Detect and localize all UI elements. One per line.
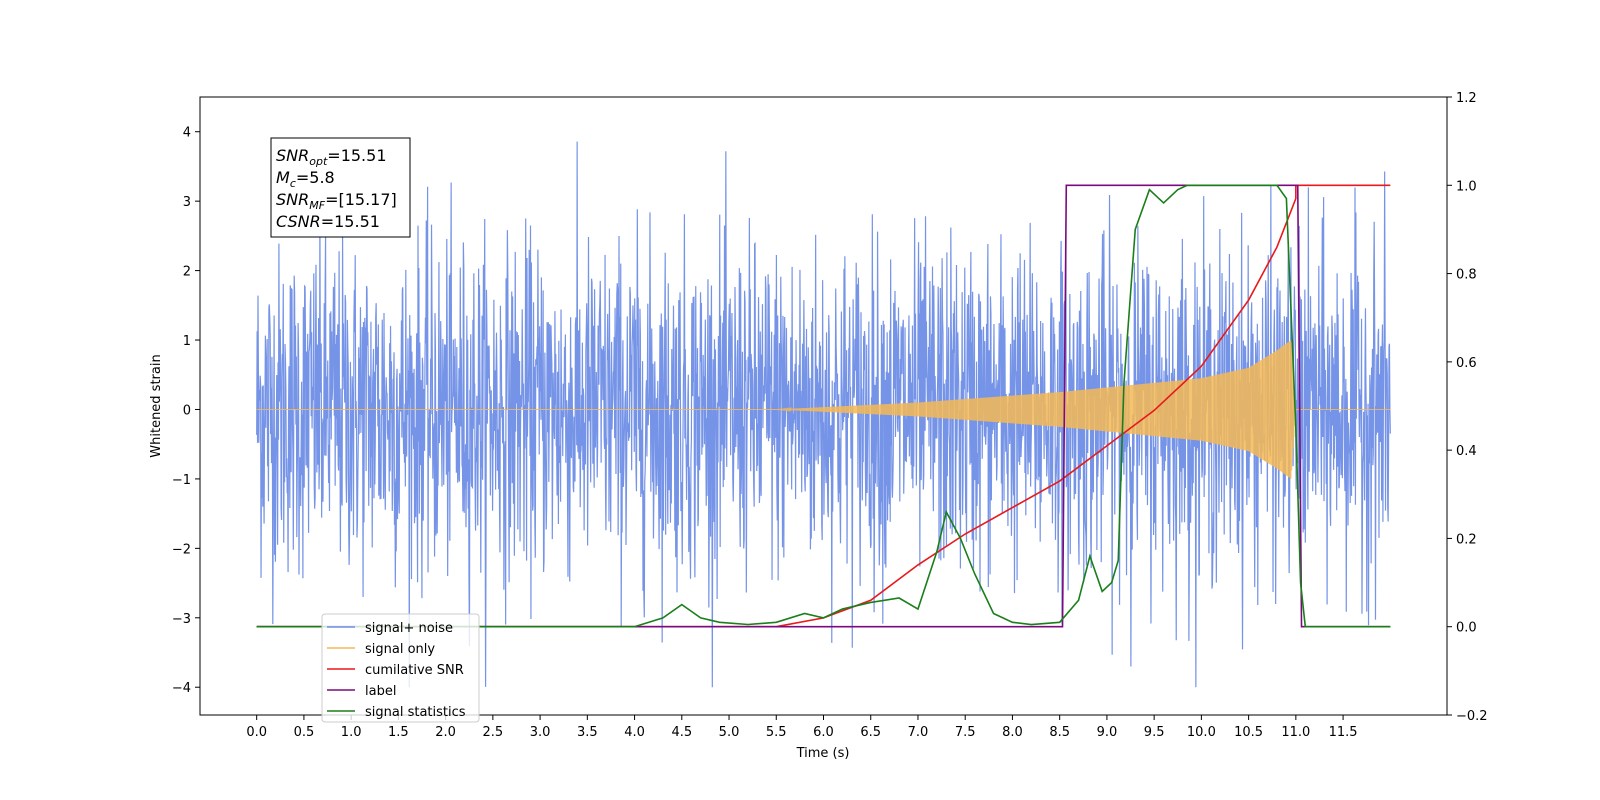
legend-label: cumilative SNR bbox=[365, 663, 464, 678]
y-tick-label: −3 bbox=[172, 612, 191, 627]
x-tick-label: 7.0 bbox=[908, 725, 929, 740]
y-right-tick-label: −0.2 bbox=[1456, 709, 1488, 724]
y-right-tick-label: 0.0 bbox=[1456, 621, 1477, 636]
y-right-tick-label: 1.2 bbox=[1456, 91, 1477, 106]
annotation-line: SNRopt=15.51 bbox=[276, 146, 387, 168]
x-tick-label: 4.5 bbox=[671, 725, 692, 740]
x-tick-label: 4.0 bbox=[624, 725, 645, 740]
y-tick-label: 3 bbox=[183, 195, 191, 210]
x-tick-label: 7.5 bbox=[955, 725, 976, 740]
annotation-line: Mc=5.8 bbox=[276, 168, 335, 190]
legend-label: signal+ noise bbox=[365, 621, 453, 636]
x-axis-label: Time (s) bbox=[796, 746, 850, 761]
x-tick-label: 0.5 bbox=[294, 725, 315, 740]
x-tick-label: 11.0 bbox=[1281, 725, 1310, 740]
x-tick-label: 0.0 bbox=[246, 725, 267, 740]
y-tick-label: 2 bbox=[183, 265, 191, 280]
x-tick-label: 8.5 bbox=[1049, 725, 1070, 740]
y-right-tick-label: 0.6 bbox=[1456, 356, 1477, 371]
x-tick-label: 1.0 bbox=[341, 725, 362, 740]
y-tick-label: −2 bbox=[172, 542, 191, 557]
annotation-line: CSNR=15.51 bbox=[276, 212, 380, 231]
x-tick-label: 3.0 bbox=[530, 725, 551, 740]
x-tick-label: 5.0 bbox=[719, 725, 740, 740]
x-tick-label: 8.0 bbox=[1002, 725, 1023, 740]
series-signal-statistics bbox=[256, 184, 1391, 628]
legend-label: signal statistics bbox=[365, 705, 466, 720]
annotation-line: SNRMF=[15.17] bbox=[276, 190, 397, 212]
x-tick-label: 2.0 bbox=[435, 725, 456, 740]
series-cumilative-snr bbox=[256, 184, 1391, 628]
y-tick-label: 1 bbox=[183, 334, 191, 349]
x-tick-label: 11.5 bbox=[1329, 725, 1358, 740]
x-tick-label: 3.5 bbox=[577, 725, 598, 740]
plot-area bbox=[256, 141, 1391, 688]
y-right-tick-label: 1.0 bbox=[1456, 179, 1477, 194]
legend: signal+ noise signal only cumilative SNR la… bbox=[321, 613, 480, 723]
x-tick-label: 10.0 bbox=[1187, 725, 1216, 740]
x-tick-label: 10.5 bbox=[1234, 725, 1263, 740]
y-tick-label: 4 bbox=[183, 126, 191, 141]
y-right-tick-label: 0.4 bbox=[1456, 444, 1477, 459]
y-right-tick-label: 0.8 bbox=[1456, 268, 1477, 283]
x-tick-label: 5.5 bbox=[766, 725, 787, 740]
annotation-box: SNRopt=15.51Mc=5.8SNRMF=[15.17]CSNR=15.5… bbox=[270, 137, 411, 238]
axis-ticks: 0.0 0.5 1.0 1.5 2.0 2.5 3.0 3.5 4.0 4.5 5.0 5.5 6.0 6… bbox=[172, 91, 1488, 740]
x-tick-label: 1.5 bbox=[388, 725, 409, 740]
x-tick-label: 2.5 bbox=[483, 725, 504, 740]
annotation-box-frame bbox=[270, 137, 411, 238]
series-signal-only bbox=[256, 340, 1391, 479]
x-tick-label: 9.0 bbox=[1097, 725, 1118, 740]
x-tick-label: 9.5 bbox=[1144, 725, 1165, 740]
y-tick-label: −1 bbox=[172, 473, 191, 488]
y-right-tick-label: 0.2 bbox=[1456, 532, 1477, 547]
legend-label: signal only bbox=[365, 642, 435, 657]
y-tick-label: −4 bbox=[172, 681, 191, 696]
y-axis-label: Whitened strain bbox=[149, 354, 164, 457]
x-tick-label: 6.0 bbox=[813, 725, 834, 740]
legend-label: label bbox=[365, 684, 396, 699]
legend-frame bbox=[321, 613, 480, 723]
y-tick-label: 0 bbox=[183, 403, 191, 418]
x-tick-label: 6.5 bbox=[860, 725, 881, 740]
